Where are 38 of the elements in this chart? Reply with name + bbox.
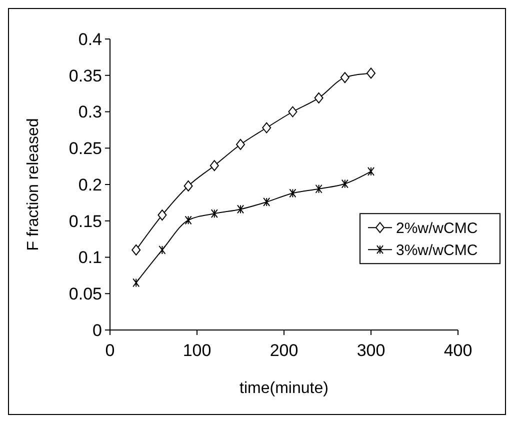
x-tick-label: 0 — [105, 341, 115, 360]
point — [368, 166, 374, 176]
point — [158, 210, 167, 221]
point — [340, 72, 350, 84]
point — [237, 204, 244, 214]
y-tick-label: 0.25 — [68, 139, 102, 158]
point — [315, 184, 322, 194]
point — [314, 92, 324, 104]
point — [158, 245, 166, 254]
x-tick-label: 100 — [182, 341, 212, 360]
y-axis-title: F fraction released — [25, 118, 42, 251]
point — [262, 122, 272, 134]
y-tick-label: 0 — [92, 320, 102, 340]
y-tick-label: 0.15 — [68, 212, 102, 231]
legend-label: 2%w/wCMC — [396, 220, 478, 237]
point — [132, 244, 141, 256]
point — [289, 188, 296, 198]
point — [210, 160, 219, 172]
point — [236, 138, 245, 150]
legend-label: 3%w/wCMC — [396, 242, 478, 259]
point — [184, 180, 193, 192]
point — [263, 197, 270, 206]
y-tick-label: 0.35 — [68, 66, 102, 86]
point — [184, 216, 192, 225]
y-tick-label: 0.1 — [78, 248, 102, 268]
point — [210, 209, 218, 218]
point — [366, 68, 376, 79]
point — [288, 106, 298, 118]
y-tick-label: 0.4 — [78, 30, 102, 49]
y-tick-label: 0.05 — [68, 284, 102, 304]
x-tick-label: 400 — [444, 341, 472, 360]
y-tick-label: 0.3 — [78, 102, 102, 122]
x-tick-label: 200 — [270, 341, 298, 360]
x-tick-label: 300 — [356, 341, 386, 360]
point — [132, 278, 140, 288]
point — [341, 179, 348, 188]
y-tick-label: 0.2 — [78, 175, 102, 194]
x-axis-title: time(minute) — [240, 380, 328, 397]
